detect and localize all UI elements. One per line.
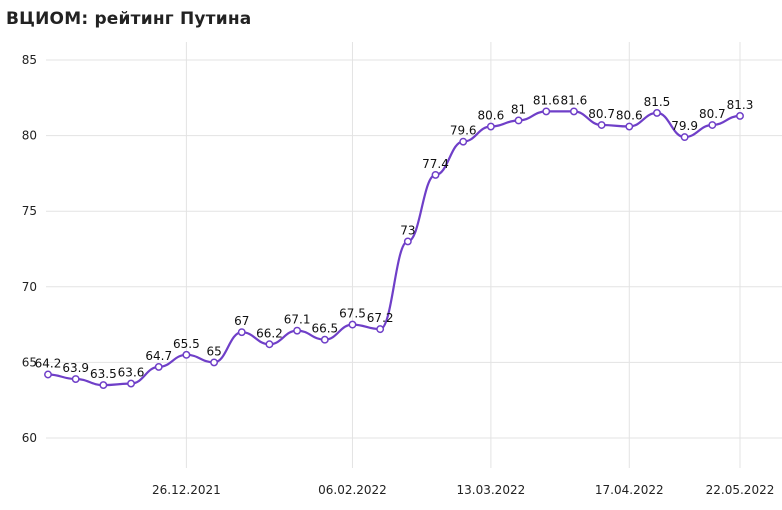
- data-label: 66.2: [256, 326, 283, 340]
- data-point: [210, 358, 219, 367]
- data-point: [708, 121, 717, 129]
- data-label: 81: [511, 102, 526, 116]
- x-tick-label: 22.05.2022: [706, 483, 775, 497]
- data-label: 64.7: [145, 349, 172, 363]
- data-point: [265, 340, 274, 349]
- data-point: [514, 116, 523, 125]
- data-label: 80.6: [616, 109, 643, 123]
- data-point: [486, 122, 495, 131]
- series-line: [46, 110, 741, 387]
- data-point: [71, 375, 80, 383]
- data-label: 79.6: [450, 124, 477, 138]
- data-label: 81.5: [644, 95, 671, 109]
- data-label: 65.5: [173, 337, 200, 351]
- data-point: [320, 335, 329, 344]
- y-tick-label: 85: [22, 53, 37, 67]
- data-label: 80.7: [699, 107, 726, 121]
- data-label: 79.9: [671, 119, 698, 133]
- data-label: 63.5: [90, 367, 117, 381]
- data-label: 67: [234, 314, 249, 328]
- y-tick-label: 75: [22, 204, 37, 218]
- y-tick-label: 80: [22, 129, 37, 143]
- x-tick-label: 13.03.2022: [457, 483, 526, 497]
- chart-title: ВЦИОМ: рейтинг Путина: [6, 9, 252, 29]
- data-point: [403, 237, 412, 246]
- data-label: 81.6: [561, 93, 588, 107]
- data-point: [127, 379, 135, 388]
- data-label: 63.9: [62, 361, 89, 375]
- x-tick-label: 17.04.2022: [595, 483, 664, 497]
- data-point: [44, 370, 52, 379]
- data-point: [736, 111, 744, 120]
- data-point: [293, 326, 302, 335]
- y-tick-label: 65: [22, 355, 37, 369]
- x-tick-label: 06.02.2022: [318, 483, 387, 497]
- data-label: 67.1: [284, 313, 311, 327]
- data-label: 67.5: [339, 307, 366, 321]
- data-point: [182, 350, 191, 359]
- data-point: [431, 170, 440, 179]
- data-point: [99, 381, 108, 390]
- data-label: 67.2: [367, 311, 394, 325]
- data-point: [459, 137, 468, 146]
- data-point: [348, 320, 357, 329]
- data-point: [597, 121, 606, 129]
- data-label: 66.5: [311, 322, 338, 336]
- data-point: [237, 328, 246, 337]
- x-tick-label: 26.12.2021: [152, 483, 221, 497]
- data-label: 80.7: [588, 107, 615, 121]
- data-point: [625, 122, 634, 131]
- data-label: 63.6: [118, 366, 145, 380]
- y-tick-label: 70: [22, 280, 37, 294]
- data-label: 65: [206, 344, 221, 358]
- data-label: 81.6: [533, 93, 560, 107]
- data-label: 80.6: [478, 109, 505, 123]
- data-label: 73: [400, 223, 415, 237]
- data-point: [653, 108, 661, 117]
- y-tick-label: 60: [22, 431, 37, 445]
- data-point: [680, 133, 689, 142]
- data-point: [569, 107, 578, 116]
- data-label: 81.3: [727, 98, 754, 112]
- data-point: [376, 325, 385, 334]
- data-label: 64.2: [35, 356, 62, 370]
- data-label: 77.4: [422, 157, 449, 171]
- data-point: [542, 107, 551, 116]
- data-point: [154, 362, 163, 371]
